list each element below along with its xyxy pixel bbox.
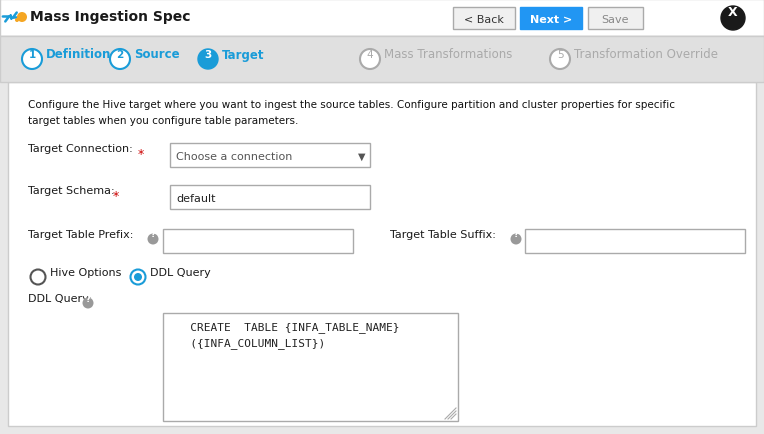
Text: X: X <box>728 7 738 20</box>
Text: Source: Source <box>134 48 180 61</box>
Text: target tables when you configure table parameters.: target tables when you configure table p… <box>28 116 299 126</box>
Text: ?: ? <box>86 294 90 303</box>
Text: CREATE  TABLE {INFA_TABLE_NAME}: CREATE TABLE {INFA_TABLE_NAME} <box>170 321 400 332</box>
Circle shape <box>721 7 745 31</box>
Circle shape <box>110 50 130 70</box>
Bar <box>588 8 643 30</box>
Bar <box>0 37 764 83</box>
Text: 2: 2 <box>116 50 124 60</box>
Circle shape <box>198 50 218 70</box>
Text: Target Table Prefix:: Target Table Prefix: <box>28 230 134 240</box>
Circle shape <box>17 13 27 23</box>
Circle shape <box>131 270 145 285</box>
Text: Hive Options: Hive Options <box>50 267 121 277</box>
Text: 4: 4 <box>367 50 374 60</box>
Bar <box>525 230 745 253</box>
Text: 1: 1 <box>28 50 36 60</box>
Text: Definition: Definition <box>46 48 112 61</box>
Bar <box>453 8 515 30</box>
Circle shape <box>147 234 158 245</box>
Text: 3: 3 <box>205 50 212 60</box>
Bar <box>163 313 458 421</box>
Text: Target Connection:: Target Connection: <box>28 144 133 154</box>
Circle shape <box>31 270 46 285</box>
Text: ({INFA_COLUMN_LIST}): ({INFA_COLUMN_LIST}) <box>170 337 325 348</box>
Circle shape <box>83 298 93 309</box>
Text: < Back: < Back <box>464 15 504 25</box>
Text: ▼: ▼ <box>358 151 366 161</box>
Text: Choose a connection: Choose a connection <box>176 151 293 161</box>
Bar <box>163 230 353 253</box>
Text: ?: ? <box>151 230 155 239</box>
Bar <box>170 186 370 210</box>
Text: *: * <box>113 190 119 203</box>
Text: DDL Query: DDL Query <box>150 267 211 277</box>
Text: DDL Query:: DDL Query: <box>28 293 92 303</box>
Circle shape <box>360 50 380 70</box>
Text: Target: Target <box>222 48 264 61</box>
Text: *: * <box>138 148 144 161</box>
Text: Configure the Hive target where you want to ingest the source tables. Configure : Configure the Hive target where you want… <box>28 100 675 110</box>
Text: Target Table Suffix:: Target Table Suffix: <box>390 230 496 240</box>
Text: ?: ? <box>513 230 519 239</box>
Text: 5: 5 <box>557 50 563 60</box>
Circle shape <box>134 273 142 281</box>
Text: Next >: Next > <box>530 15 572 25</box>
Text: Save: Save <box>601 15 629 25</box>
Text: Mass Ingestion Spec: Mass Ingestion Spec <box>30 10 190 24</box>
Text: Target Schema:: Target Schema: <box>28 186 115 196</box>
Text: default: default <box>176 194 215 204</box>
Bar <box>170 144 370 168</box>
Bar <box>520 8 582 30</box>
Circle shape <box>15 19 19 23</box>
Text: Transformation Override: Transformation Override <box>574 48 718 61</box>
Circle shape <box>510 234 522 245</box>
Circle shape <box>550 50 570 70</box>
Bar <box>8 83 756 426</box>
Circle shape <box>22 50 42 70</box>
Bar <box>0 0 764 37</box>
Text: Mass Transformations: Mass Transformations <box>384 48 513 61</box>
